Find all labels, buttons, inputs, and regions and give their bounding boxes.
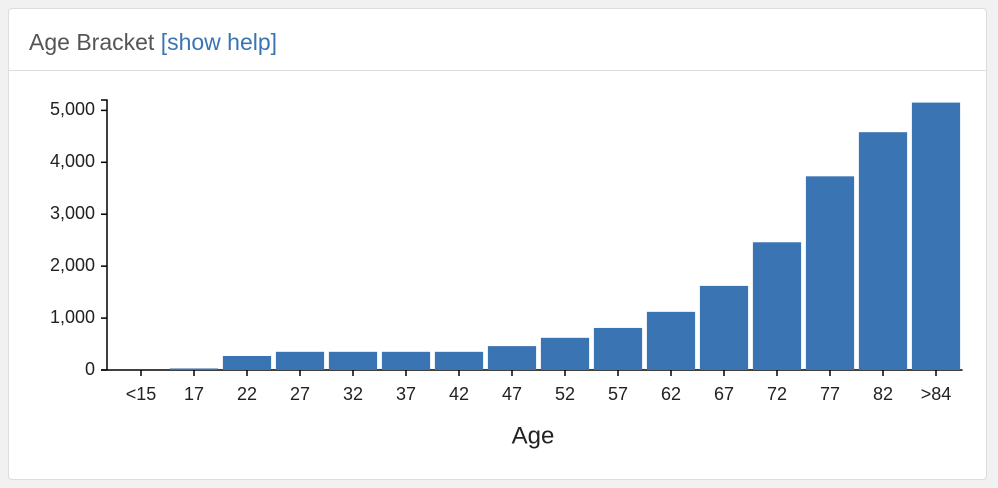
y-axis: [101, 99, 108, 371]
bar: [381, 351, 431, 370]
x-tick-label: 22: [237, 384, 257, 404]
x-axis-label: Age: [512, 422, 555, 449]
x-tick-label: >84: [921, 384, 952, 404]
bar: [487, 346, 537, 370]
bar: [646, 311, 696, 370]
x-tick-label: 47: [502, 384, 522, 404]
x-tick-label: 77: [820, 384, 840, 404]
x-tick-label: 82: [873, 384, 893, 404]
y-tick-label: 1,000: [50, 307, 95, 327]
x-tick-label: 37: [396, 384, 416, 404]
y-tick-label: 2,000: [50, 255, 95, 275]
help-link[interactable]: [show help]: [160, 29, 278, 55]
bar: [434, 351, 484, 370]
x-tick-label: 62: [661, 384, 681, 404]
x-tick-label: <15: [126, 384, 157, 404]
x-tick-label: 52: [555, 384, 575, 404]
bar: [699, 285, 749, 370]
bar: [911, 102, 961, 370]
x-tick-label: 17: [184, 384, 204, 404]
bar: [540, 337, 590, 370]
y-tick-label: 4,000: [50, 151, 95, 171]
bar: [275, 351, 325, 370]
x-tick-label: 67: [714, 384, 734, 404]
y-tick-label: 0: [85, 359, 95, 379]
x-tick-label: 72: [767, 384, 787, 404]
panel-title: Age Bracket: [29, 29, 155, 55]
bar: [858, 132, 908, 370]
x-tick-label: 42: [449, 384, 469, 404]
y-tick-label: 5,000: [50, 99, 95, 119]
x-tick-label: 32: [343, 384, 363, 404]
x-tick-label: 27: [290, 384, 310, 404]
x-tick-label: 57: [608, 384, 628, 404]
bar: [752, 242, 802, 370]
bar: [593, 327, 643, 370]
panel-header: Age Bracket [show help]: [9, 9, 986, 71]
bar: [328, 351, 378, 370]
bar: [222, 355, 272, 370]
y-tick-label: 3,000: [50, 203, 95, 223]
bar: [805, 176, 855, 370]
bar: [169, 368, 219, 370]
